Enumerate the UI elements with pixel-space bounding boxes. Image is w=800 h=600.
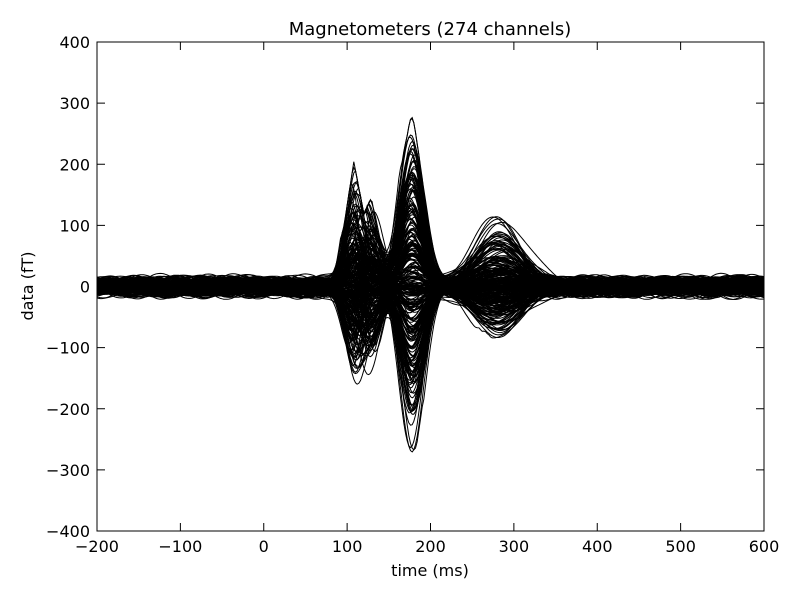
channel-traces (97, 116, 764, 453)
x-tick-label: 300 (499, 537, 530, 556)
chart-title: Magnetometers (274 channels) (289, 19, 572, 40)
channel-trace (97, 258, 764, 348)
x-tick-label: 200 (415, 537, 446, 556)
y-axis-label: data (fT) (18, 251, 37, 320)
y-tick-label: 200 (59, 155, 90, 174)
x-tick-label: −200 (75, 537, 119, 556)
x-tick-label: 500 (665, 537, 696, 556)
x-axis-label: time (ms) (391, 561, 469, 580)
y-tick-label: −300 (46, 461, 90, 480)
x-tick-label: −100 (158, 537, 202, 556)
channel-trace (97, 181, 764, 293)
channel-trace (97, 278, 764, 376)
y-axis-ticks: −400 −300 −200 −100 0 100 200 300 400 (46, 33, 764, 541)
channel-trace (97, 278, 764, 338)
channel-trace (97, 183, 764, 331)
y-tick-label: −400 (46, 522, 90, 541)
y-tick-label: 0 (80, 278, 90, 297)
x-tick-label: 0 (259, 537, 269, 556)
channel-trace (97, 271, 764, 374)
y-tick-label: 300 (59, 94, 90, 113)
y-tick-label: 100 (59, 216, 90, 235)
x-tick-label: 600 (749, 537, 780, 556)
y-tick-label: −100 (46, 339, 90, 358)
x-tick-label: 100 (332, 537, 363, 556)
x-axis-ticks: −200 −100 0 100 200 300 400 500 600 (75, 42, 779, 556)
x-tick-label: 400 (582, 537, 613, 556)
y-tick-label: 400 (59, 33, 90, 52)
channel-trace (97, 255, 764, 317)
y-tick-label: −200 (46, 400, 90, 419)
channel-trace (97, 203, 764, 303)
